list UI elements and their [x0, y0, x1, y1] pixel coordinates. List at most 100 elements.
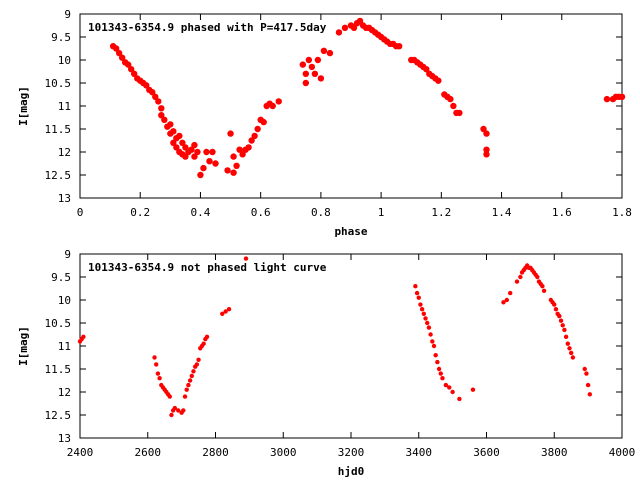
data-point [170, 139, 177, 146]
axis-ticks-phased: 0 0.2 0.4 0.6 0.8 1 1.2 1.4 1.6 1.8 9 9.5 10 10.5 11 11… [45, 8, 632, 219]
x-tick-label: 0 [77, 206, 84, 219]
data-point [443, 382, 449, 388]
y-tick-label: 12 [58, 146, 71, 159]
data-point [618, 93, 626, 101]
data-point [423, 316, 428, 321]
data-point [423, 66, 430, 73]
data-point [206, 158, 213, 165]
data-point [470, 387, 476, 392]
data-point [395, 43, 403, 50]
data-point [155, 98, 162, 105]
data-point [560, 323, 565, 328]
data-point [149, 89, 156, 96]
data-point [314, 56, 322, 64]
data-point [245, 144, 252, 151]
data-point [194, 362, 200, 367]
data-point [224, 167, 231, 174]
data-point [585, 382, 591, 388]
data-point [440, 376, 445, 381]
data-point [447, 95, 454, 103]
chart-title-unphased: 101343-6354.9 not phased light curve [88, 261, 327, 274]
x-tick-label: 2400 [67, 446, 94, 459]
data-point [305, 56, 313, 64]
data-point [356, 17, 364, 25]
data-point [112, 45, 120, 52]
x-axis-label-unphased: hjd0 [338, 465, 365, 478]
x-tick-label: 0.4 [191, 206, 211, 219]
data-point [189, 373, 194, 379]
data-point [565, 341, 570, 346]
data-point [567, 346, 572, 351]
data-point [186, 382, 191, 388]
data-point [157, 376, 162, 381]
data-point [118, 54, 126, 61]
x-tick-label: 3400 [406, 446, 433, 459]
data-point [236, 146, 243, 153]
data-point [416, 295, 421, 300]
x-tick-label: 0.6 [251, 206, 271, 219]
data-point [552, 302, 557, 307]
data-point [508, 290, 513, 296]
data-point [204, 334, 210, 339]
data-point [191, 369, 196, 374]
x-tick-label: 1.4 [492, 206, 512, 219]
data-point [220, 311, 225, 316]
data-point [335, 29, 343, 36]
data-point [227, 130, 234, 137]
data-point [450, 389, 455, 395]
data-point [194, 148, 201, 156]
data-point [239, 151, 246, 158]
x-tick-label: 1 [378, 206, 385, 219]
y-tick-label: 13 [58, 192, 71, 205]
x-tick-label: 1.2 [431, 206, 451, 219]
data-point [483, 146, 490, 153]
data-point [603, 95, 611, 103]
x-tick-label: 1.8 [612, 206, 632, 219]
data-point [514, 279, 520, 284]
x-tick-label: 3000 [270, 446, 297, 459]
data-point [191, 153, 198, 160]
data-point [203, 148, 210, 156]
data-point [587, 392, 593, 397]
x-tick-label: 0.2 [130, 206, 150, 219]
data-point [230, 153, 237, 160]
data-point [182, 144, 189, 151]
data-point [127, 66, 135, 73]
x-tick-label: 1.6 [552, 206, 572, 219]
y-tick-label: 11 [58, 340, 71, 353]
data-point [188, 146, 195, 153]
data-point [152, 355, 157, 360]
x-tick-label: 2800 [202, 446, 229, 459]
y-tick-label: 9 [64, 8, 71, 21]
data-point [233, 162, 240, 169]
axis-ticks-unphased: 2400 2600 2800 3000 3200 3400 3600 3800 4000 9 9.5… [45, 248, 636, 459]
x-tick-label: 4000 [609, 446, 636, 459]
data-point [320, 47, 328, 54]
data-points-phased [109, 17, 626, 179]
data-point [212, 160, 219, 167]
y-axis-label-unphased: I[mag] [17, 326, 30, 366]
data-point [317, 75, 325, 82]
data-point [176, 132, 183, 140]
data-point [540, 284, 545, 289]
data-point [161, 116, 168, 124]
y-tick-label: 12 [58, 386, 71, 399]
data-point [302, 79, 310, 87]
data-point [248, 137, 255, 144]
data-point [431, 343, 437, 349]
data-point [226, 307, 232, 312]
data-point [131, 70, 138, 78]
data-point [81, 334, 86, 339]
x-tick-label: 2600 [135, 446, 162, 459]
y-tick-label: 10 [58, 54, 71, 67]
data-point [184, 387, 189, 392]
data-point [419, 307, 425, 312]
data-point [308, 63, 316, 71]
data-point [504, 297, 510, 303]
data-point [196, 357, 201, 362]
data-point [570, 355, 576, 360]
data-point [413, 284, 418, 289]
data-point [243, 256, 249, 261]
data-point [483, 151, 490, 158]
